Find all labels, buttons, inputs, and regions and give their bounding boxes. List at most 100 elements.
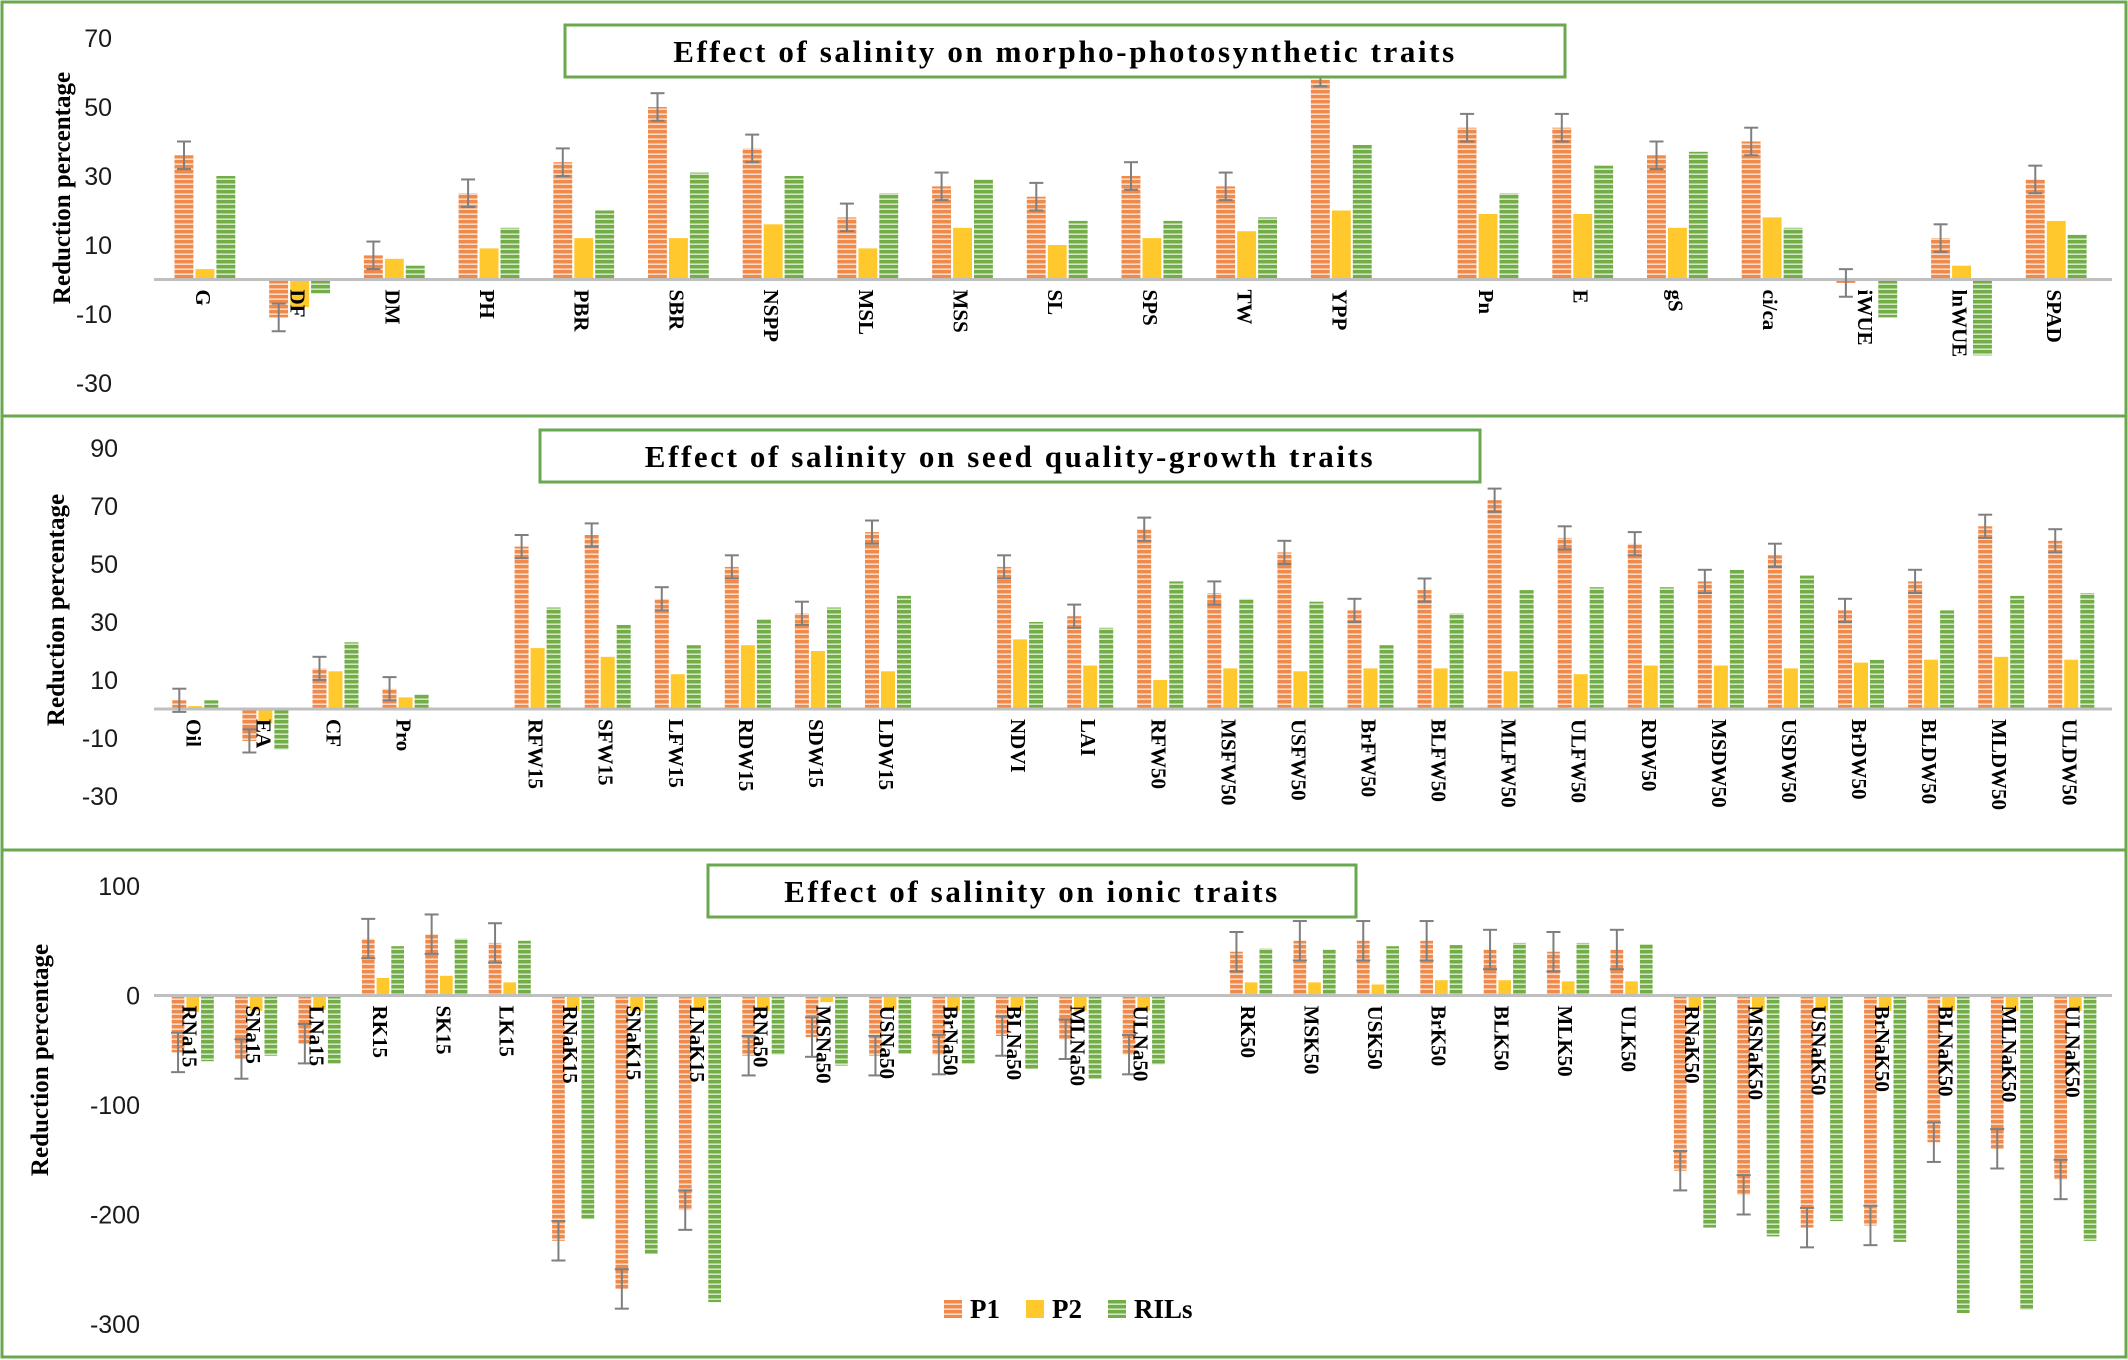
bar-p1 (1767, 555, 1782, 709)
bar-rils (1258, 217, 1277, 280)
bar-p1 (1741, 141, 1761, 280)
bar-rils (1940, 610, 1955, 709)
error-bar-p1 (1933, 223, 1948, 253)
category-label: RK50 (1236, 1006, 1260, 1059)
bar-rils (1766, 995, 1780, 1237)
category-label: MSFW50 (1216, 719, 1240, 805)
bar-p1 (1310, 79, 1330, 280)
bar-rils (391, 946, 404, 996)
category-label: MSDW50 (1707, 719, 1731, 808)
error-bar-p1 (584, 522, 599, 548)
bar-p1 (235, 995, 248, 1059)
bar-p2 (290, 279, 310, 308)
bar-p2 (858, 248, 878, 280)
y-tick-label: 50 (90, 551, 118, 579)
legend-swatch-p2 (1026, 1300, 1044, 1318)
bar-p2 (1994, 656, 2009, 709)
bar-p2 (1013, 639, 1028, 709)
category-label: lnWUE (1948, 290, 1972, 358)
bar-rils (2067, 234, 2087, 280)
bar-p2 (2005, 995, 2019, 1011)
category-label: gS (1663, 290, 1687, 312)
bar-p2 (440, 975, 453, 996)
bar-p1 (1673, 995, 1687, 1171)
bar-p1 (1457, 127, 1477, 280)
error-bar-p1 (1207, 580, 1222, 606)
bar-rils (2010, 595, 2025, 709)
category-label: SNaK15 (622, 1006, 646, 1081)
bar-p1 (615, 995, 629, 1289)
bar-p2 (1083, 665, 1098, 709)
bar-p1 (724, 566, 739, 709)
category-label: BrK50 (1426, 1006, 1450, 1067)
bar-rils (1169, 581, 1184, 709)
bar-rils (974, 179, 993, 280)
error-bar-p1 (931, 1033, 946, 1076)
error-bar-p1 (865, 519, 880, 545)
error-bar-p1 (1292, 920, 1307, 962)
y-tick-label: -30 (82, 783, 118, 811)
bar-p2 (670, 674, 685, 709)
y-axis-label: Reduction percentage (49, 72, 76, 304)
bar-p2 (1752, 995, 1765, 1011)
bar-p2 (313, 995, 326, 1010)
bar-p2 (503, 982, 517, 996)
category-label: MLK50 (1553, 1006, 1577, 1077)
error-bar-p1 (1697, 568, 1712, 594)
category-label: USDW50 (1777, 719, 1801, 803)
bar-rils (311, 279, 330, 294)
error-bar-p1 (745, 133, 760, 164)
category-label: E (1569, 290, 1593, 304)
bar-p1 (425, 934, 438, 996)
error-bar-p1 (1744, 126, 1759, 157)
error-bar-p1 (1487, 487, 1502, 513)
category-label: ULFW50 (1567, 719, 1591, 803)
bar-rils (454, 938, 468, 996)
bar-p2 (630, 995, 643, 1011)
bar-p2 (1854, 662, 1868, 709)
category-label: MSS (949, 290, 973, 333)
bar-p2 (1815, 995, 1829, 1011)
error-bar-p1 (1990, 1128, 2005, 1170)
bar-p1 (312, 668, 327, 709)
error-bar-p1 (741, 1035, 756, 1077)
bar-rils (1589, 587, 1604, 709)
error-bar-p1 (1229, 930, 1244, 973)
category-label: SL (1043, 290, 1067, 316)
bar-p1 (742, 148, 762, 280)
bar-rils (1594, 165, 1614, 280)
bar-p2 (1047, 245, 1067, 280)
category-label: RNaK50 (1680, 1006, 1704, 1084)
category-label: PH (475, 290, 499, 319)
category-label: LAI (1076, 719, 1100, 756)
chart-title: Effect of salinity on ionic traits (784, 874, 1280, 909)
bar-p2 (1153, 680, 1168, 709)
bar-p2 (1293, 671, 1308, 709)
category-label: SK15 (431, 1006, 455, 1055)
chart-title-box (563, 23, 1567, 79)
bar-rils (1783, 227, 1803, 280)
bar-rils (344, 642, 359, 709)
bar-rils (827, 607, 841, 709)
bar-p2 (820, 995, 834, 1003)
error-bar-p1 (805, 1016, 820, 1058)
bar-p1 (584, 535, 599, 709)
bar-p1 (2025, 179, 2045, 280)
bar-rils (595, 210, 615, 280)
bar-p2 (1137, 995, 1151, 1011)
bar-p1 (242, 709, 257, 741)
bar-rils (686, 645, 701, 709)
error-bar-p1 (1627, 531, 1642, 557)
category-label: BLNaK50 (1934, 1006, 1958, 1097)
category-label: BrNa50 (939, 1006, 963, 1076)
panel-ionic: 100 0 -100 -200 -300 RNa15 SNa15 LNa15 RK15 SK15… (27, 863, 2112, 1339)
bar-rils (1800, 575, 1814, 709)
bar-rils (1386, 946, 1399, 996)
bar-rils (274, 709, 289, 750)
error-bar-p1 (514, 534, 529, 560)
error-bar-p1 (1838, 597, 1853, 623)
bar-p1 (1356, 940, 1370, 996)
bar-p1 (1059, 995, 1072, 1040)
category-label: USNa50 (875, 1006, 899, 1080)
category-label: BLK50 (1490, 1006, 1514, 1071)
